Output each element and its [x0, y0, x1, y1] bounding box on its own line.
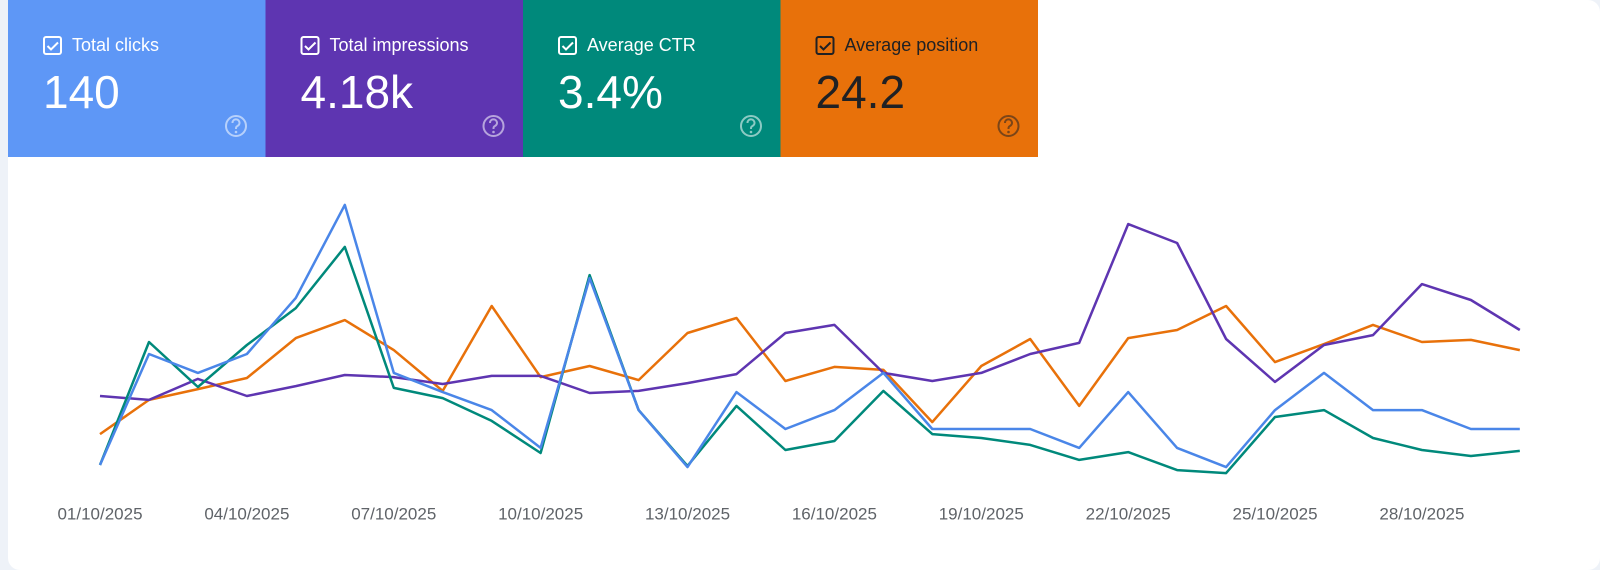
metric-card[interactable]: Average CTR 3.4% [523, 0, 781, 157]
help-icon-mark [746, 118, 756, 130]
x-tick-label: 13/10/2025 [645, 504, 730, 523]
series-line [99, 222, 1521, 402]
card-value: 24.2 [816, 66, 906, 118]
card-label: Average CTR [587, 35, 696, 55]
help-icon-dot [234, 130, 238, 134]
card-value: 140 [43, 66, 120, 118]
card-label: Average position [845, 35, 979, 55]
metric-card[interactable]: Total clicks 140 [8, 0, 266, 157]
help-icon[interactable] [740, 115, 762, 137]
series-line [99, 304, 1521, 436]
x-tick-label: 07/10/2025 [351, 504, 436, 523]
card-value: 3.4% [558, 66, 663, 118]
help-icon-mark [1004, 118, 1013, 130]
help-icon-dot [749, 130, 753, 134]
card-label: Total impressions [330, 35, 469, 55]
x-tick-label: 01/10/2025 [57, 504, 142, 523]
x-tick-label: 19/10/2025 [939, 504, 1024, 523]
x-tick-label: 25/10/2025 [1232, 504, 1317, 523]
help-icon-dot [492, 130, 495, 134]
help-icon[interactable] [997, 115, 1020, 137]
x-tick-label: 16/10/2025 [792, 504, 877, 523]
card-background [780, 0, 1038, 157]
checkbox[interactable] [43, 36, 62, 55]
card-value: 4.18k [301, 66, 415, 118]
help-icon-mark [231, 118, 241, 130]
card-label: Total clicks [72, 35, 159, 55]
card-background [523, 0, 781, 157]
x-tick-label: 22/10/2025 [1086, 504, 1171, 523]
card-background [8, 0, 266, 157]
help-icon[interactable] [482, 115, 505, 137]
help-icon-dot [1007, 130, 1010, 134]
help-icon-mark [489, 118, 498, 130]
metric-card[interactable]: Total impressions 4.18k [265, 0, 524, 157]
checkbox[interactable] [300, 36, 320, 55]
checkbox[interactable] [558, 36, 577, 55]
series-line [98, 245, 1520, 475]
checkbox[interactable] [815, 36, 835, 55]
x-tick-label: 28/10/2025 [1379, 504, 1464, 523]
x-tick-label: 10/10/2025 [498, 504, 583, 523]
checkmark [561, 41, 574, 51]
checkmark [46, 41, 59, 51]
series-line [98, 203, 1520, 469]
checkmark [819, 41, 832, 51]
checkmark [304, 41, 317, 51]
metric-card[interactable]: Average position 24.2 [780, 0, 1039, 157]
card-background [265, 0, 523, 157]
x-tick-label: 04/10/2025 [204, 504, 289, 523]
help-icon[interactable] [225, 115, 247, 137]
